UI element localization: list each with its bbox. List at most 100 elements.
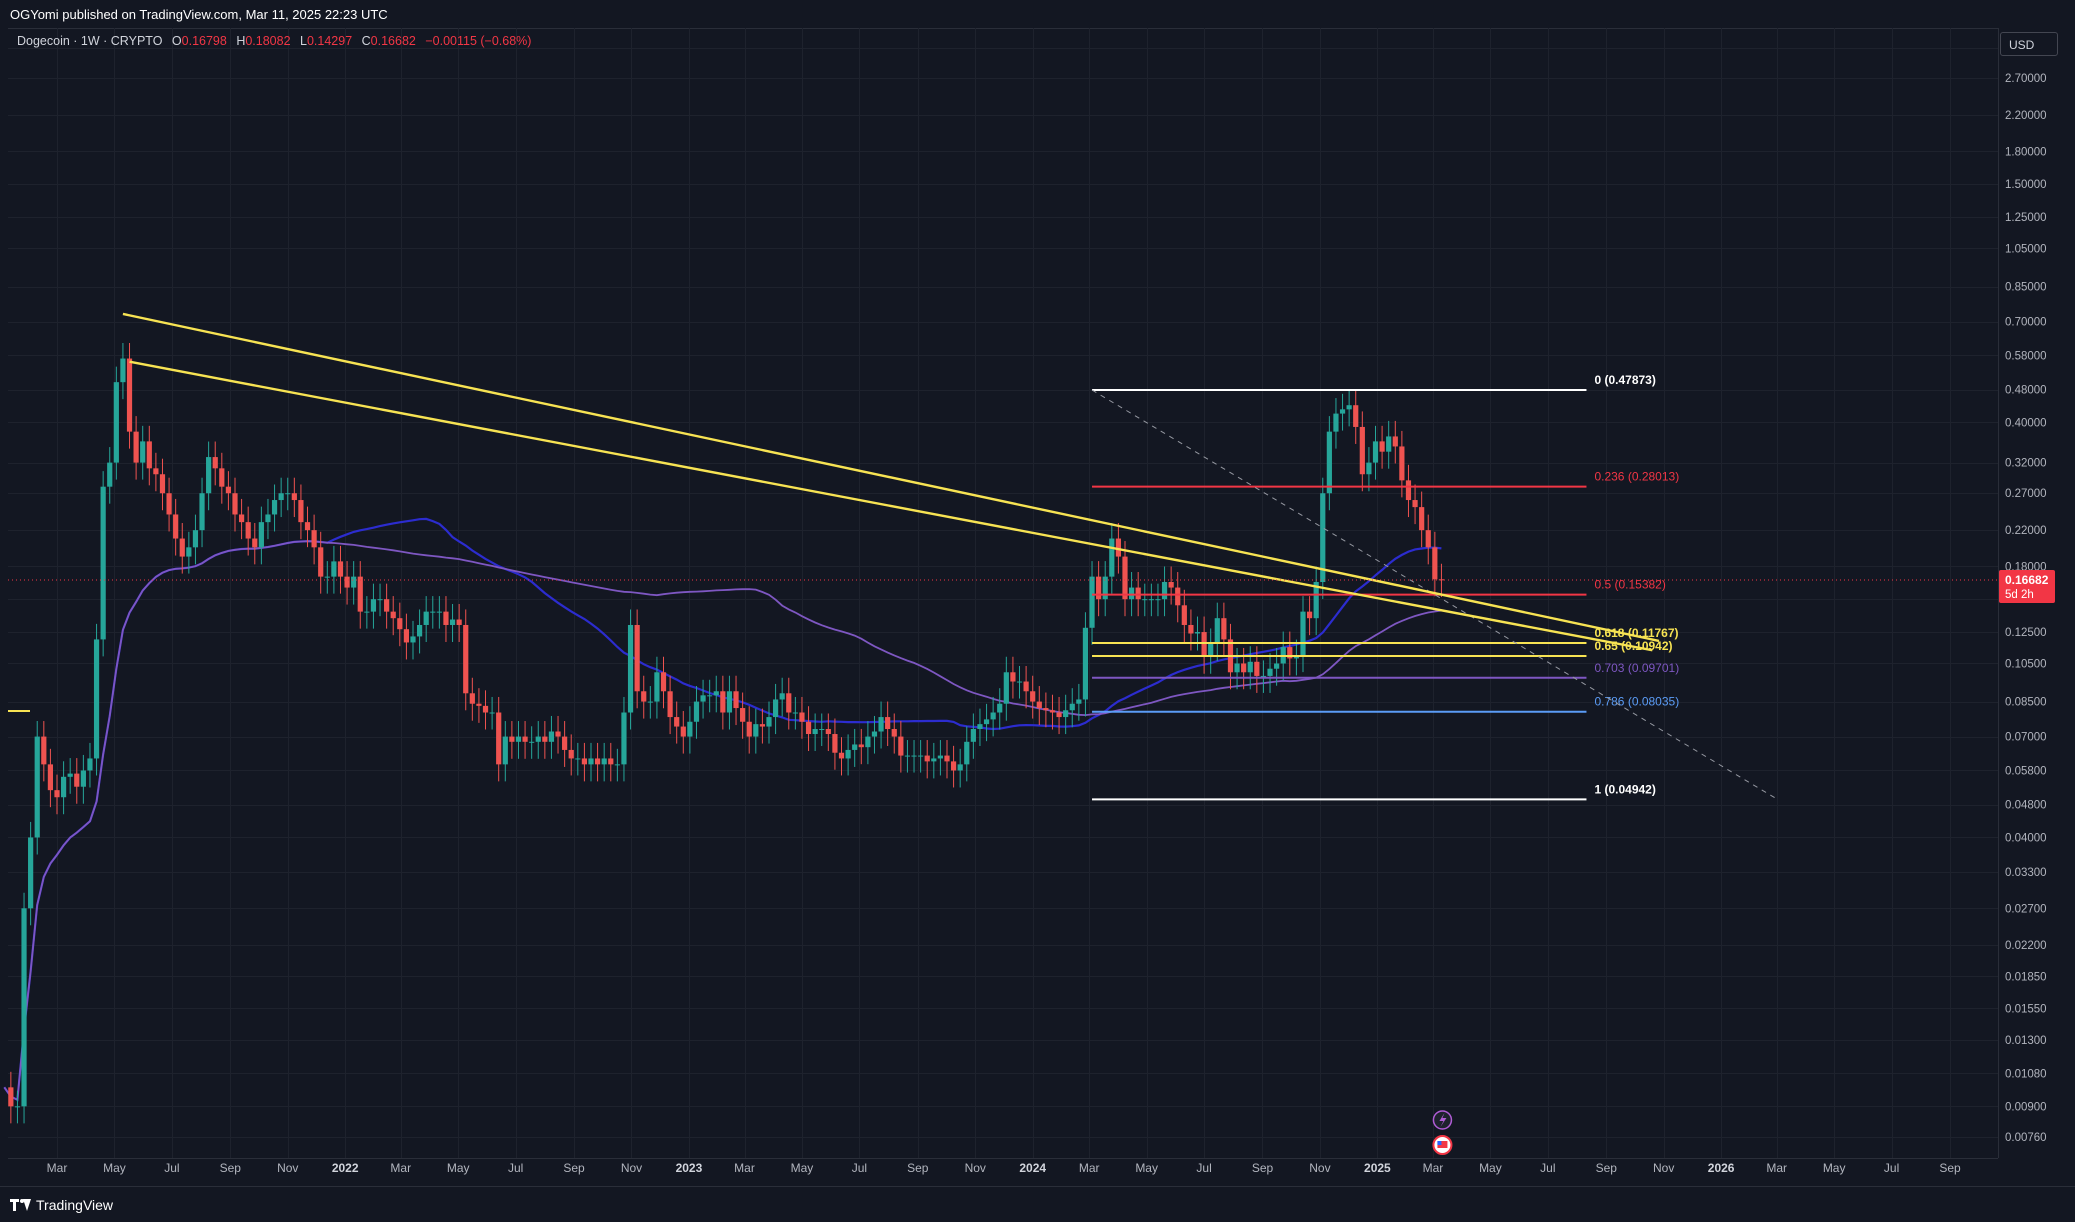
candle-body bbox=[911, 755, 917, 757]
candle-body bbox=[871, 731, 878, 737]
candle-body bbox=[733, 691, 739, 709]
time-tick-label: May bbox=[791, 1161, 814, 1175]
candle-2023-10-02 bbox=[944, 740, 950, 779]
candle-body bbox=[436, 611, 442, 613]
lower-trendline bbox=[129, 360, 1653, 652]
candle-body bbox=[41, 736, 47, 765]
candle-2024-10-28 bbox=[1313, 566, 1319, 636]
candle-body bbox=[1208, 643, 1214, 657]
candle-2023-09-11 bbox=[924, 740, 930, 779]
candle-body bbox=[67, 773, 73, 777]
time-tick-label: Jul bbox=[1196, 1161, 1211, 1175]
candle-body bbox=[1353, 405, 1359, 427]
candle-2025-02-17 bbox=[1419, 491, 1425, 548]
candle-2021-12-06 bbox=[318, 531, 324, 594]
candle-body bbox=[1267, 668, 1273, 676]
candle-body bbox=[351, 576, 357, 588]
currency-button[interactable]: USD bbox=[2000, 32, 2058, 56]
candle-2024-09-30 bbox=[1287, 631, 1293, 676]
time-tick-label: 2023 bbox=[676, 1161, 703, 1175]
candle-2021-01-25 bbox=[21, 892, 27, 1124]
upper-trendline bbox=[122, 312, 1660, 643]
candle-2022-06-13 bbox=[496, 696, 502, 782]
tradingview-brand[interactable]: TradingView bbox=[10, 1197, 113, 1213]
price-chart[interactable]: 0 (0.47873) 0.236 (0.28013) 0.5 (0.15382) 0… bbox=[0, 0, 2075, 1186]
time-tick-label: Nov bbox=[1309, 1161, 1330, 1175]
candle-body bbox=[199, 493, 205, 531]
candle-2022-03-28 bbox=[423, 596, 429, 642]
candle-2023-07-03 bbox=[858, 728, 864, 765]
candle-body bbox=[713, 691, 719, 696]
candle-2021-04-05 bbox=[87, 742, 93, 788]
price-tick-label: 0.04000 bbox=[2005, 832, 2047, 844]
candle-body bbox=[285, 493, 291, 495]
candle-2023-05-15 bbox=[812, 713, 818, 752]
candle-body bbox=[192, 530, 199, 548]
candle-body bbox=[647, 701, 653, 703]
candle-2021-10-04 bbox=[258, 506, 264, 565]
candle-2022-03-14 bbox=[410, 620, 416, 660]
last-price-tag: 0.16682 5d 2h bbox=[1999, 570, 2055, 604]
candle-2022-05-02 bbox=[456, 603, 462, 642]
candle-2022-01-10 bbox=[351, 561, 357, 605]
candle-2021-09-27 bbox=[252, 523, 258, 565]
candle-body bbox=[153, 468, 159, 475]
candle-2021-08-16 bbox=[212, 441, 218, 486]
candle-body bbox=[113, 382, 119, 463]
candle-2023-01-16 bbox=[700, 679, 706, 719]
candle-2021-05-17 bbox=[126, 343, 133, 449]
candle-body bbox=[654, 672, 660, 702]
candle-2023-06-12 bbox=[838, 737, 845, 776]
candle-body bbox=[674, 717, 680, 727]
candle-body bbox=[1392, 436, 1398, 447]
candle-2023-02-20 bbox=[733, 675, 739, 726]
candle-body bbox=[476, 703, 482, 706]
candle-body bbox=[166, 493, 172, 515]
fib-label-0.5: 0.5 (0.15382) bbox=[1594, 578, 1665, 592]
flag-stripes bbox=[1437, 1141, 1448, 1148]
candle-2021-03-15 bbox=[67, 758, 73, 794]
fib-label-0.703: 0.703 (0.09701) bbox=[1594, 661, 1679, 675]
countdown-value: 5d 2h bbox=[2005, 589, 2034, 601]
candle-body bbox=[627, 624, 634, 713]
candle-2024-06-10 bbox=[1181, 589, 1187, 642]
candle-body bbox=[548, 731, 555, 742]
candle-2023-05-01 bbox=[799, 696, 805, 739]
candle-2021-11-01 bbox=[285, 477, 291, 511]
time-tick-label: Jul bbox=[1884, 1161, 1899, 1175]
candle-2024-01-15 bbox=[1043, 692, 1049, 728]
time-tick-label: Jul bbox=[1540, 1161, 1555, 1175]
candle-2023-05-29 bbox=[825, 713, 831, 752]
candle-2022-02-28 bbox=[397, 602, 403, 647]
candle-body bbox=[621, 712, 627, 765]
candle-body bbox=[1010, 672, 1016, 682]
candle-2022-10-10 bbox=[608, 742, 614, 782]
candle-2022-12-05 bbox=[660, 656, 667, 709]
candle-body bbox=[535, 736, 541, 742]
candle-2021-04-19 bbox=[100, 471, 106, 657]
candle-body bbox=[601, 758, 607, 765]
candle-2022-10-17 bbox=[614, 748, 620, 782]
time-tick-label: Sep bbox=[1596, 1161, 1618, 1175]
candle-2023-11-06 bbox=[977, 708, 983, 747]
candle-body bbox=[344, 576, 350, 588]
candle-body bbox=[1069, 703, 1075, 711]
time-tick-label: Nov bbox=[965, 1161, 986, 1175]
candle-body bbox=[1063, 710, 1069, 718]
price-tick-label: 0.10500 bbox=[2005, 658, 2047, 670]
candle-2025-02-24 bbox=[1425, 514, 1431, 565]
candle-body bbox=[390, 611, 396, 619]
candle-body bbox=[482, 705, 489, 713]
chart-area[interactable] bbox=[8, 28, 1998, 1187]
candle-2022-01-31 bbox=[370, 583, 377, 629]
candle-2023-08-21 bbox=[904, 740, 911, 773]
candle-2025-03-10 bbox=[1438, 563, 1445, 598]
candle-body bbox=[1333, 413, 1339, 432]
candle-2023-01-09 bbox=[693, 686, 700, 739]
close-value: 0.16682 bbox=[370, 34, 416, 48]
candle-2024-06-24 bbox=[1194, 616, 1201, 651]
candle-2023-07-31 bbox=[885, 701, 891, 747]
candle-body bbox=[1102, 576, 1108, 600]
price-tick-label: 0.85000 bbox=[2005, 282, 2047, 294]
candle-2023-02-27 bbox=[740, 692, 746, 739]
